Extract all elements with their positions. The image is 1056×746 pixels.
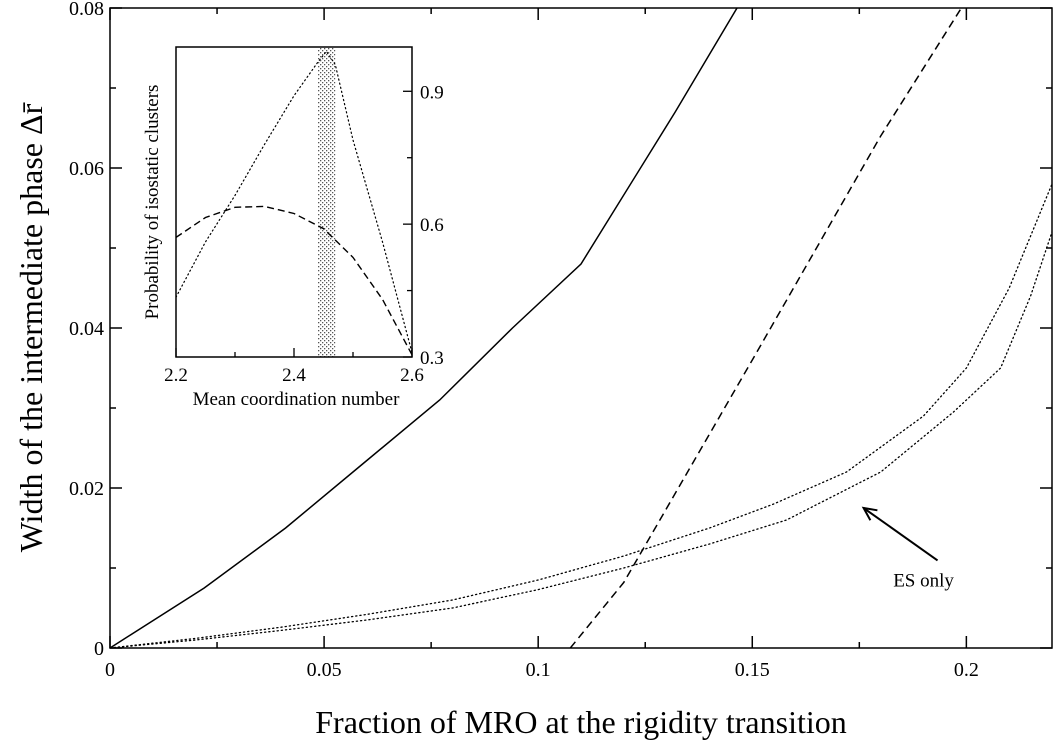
es-only-annotation: ES only bbox=[861, 506, 954, 591]
inset-x-tick-label: 2.4 bbox=[282, 365, 306, 386]
inset-y-axis-ticks: 0.3 0.6 0.9 bbox=[403, 82, 444, 369]
x-axis-label: Fraction of MRO at the rigidity transiti… bbox=[315, 704, 846, 740]
inset-series-group bbox=[176, 50, 412, 356]
inset-y-tick-label: 0.9 bbox=[420, 82, 444, 103]
series-line-dotted-2 bbox=[110, 183, 1052, 648]
main-plot: 0 0.05 0.1 0.15 0.2 0 0.02 0.04 0.06 0.08 Fracti… bbox=[13, 0, 1053, 740]
isostatic-shaded-band bbox=[317, 47, 336, 357]
inset-series-line-dotted-0 bbox=[176, 50, 412, 354]
inset-x-tick-label: 2.6 bbox=[400, 365, 424, 386]
series-line-solid-0 bbox=[110, 8, 738, 648]
main-series-group bbox=[110, 8, 1052, 648]
y-tick-label: 0.08 bbox=[69, 0, 104, 20]
x-tick-label: 0 bbox=[105, 659, 115, 681]
inset-y-axis-label: Probability of isostatic clusters bbox=[142, 85, 163, 320]
annotation-arrow-head bbox=[861, 506, 878, 521]
annotation-es-only: ES only bbox=[893, 570, 954, 591]
main-x-axis-ticks: 0 0.05 0.1 0.15 0.2 bbox=[105, 8, 979, 681]
series-line-dashed-1 bbox=[569, 8, 963, 648]
y-tick-label: 0.02 bbox=[69, 478, 104, 500]
x-tick-label: 0.1 bbox=[526, 659, 551, 681]
main-y-axis-ticks: 0 0.02 0.04 0.06 0.08 bbox=[69, 0, 1052, 660]
inset-x-tick-label: 2.2 bbox=[164, 365, 188, 386]
inset-plot: 2.2 2.4 2.6 0.3 0.6 0.9 Mean coordination nu… bbox=[142, 46, 444, 410]
inset-plot-background bbox=[176, 47, 412, 357]
inset-series-line-dashed-1 bbox=[176, 205, 412, 356]
inset-y-tick-label: 0.3 bbox=[420, 348, 444, 369]
y-tick-label: 0.06 bbox=[69, 158, 104, 180]
inset-y-tick-label: 0.6 bbox=[420, 215, 444, 236]
annotation-arrow bbox=[863, 507, 939, 562]
x-tick-label: 0.2 bbox=[954, 659, 979, 681]
y-tick-label: 0 bbox=[94, 638, 104, 660]
series-line-dotted-3 bbox=[110, 231, 1052, 648]
x-tick-label: 0.05 bbox=[307, 659, 342, 681]
inset-x-axis-ticks: 2.2 2.4 2.6 bbox=[164, 348, 424, 386]
y-axis-label: Width of the intermediate phase Δr̄ bbox=[13, 102, 49, 552]
inset-x-axis-label: Mean coordination number bbox=[193, 389, 401, 410]
x-tick-label: 0.15 bbox=[735, 659, 770, 681]
y-tick-label: 0.04 bbox=[69, 318, 104, 340]
inset-shaded-band bbox=[317, 47, 336, 357]
